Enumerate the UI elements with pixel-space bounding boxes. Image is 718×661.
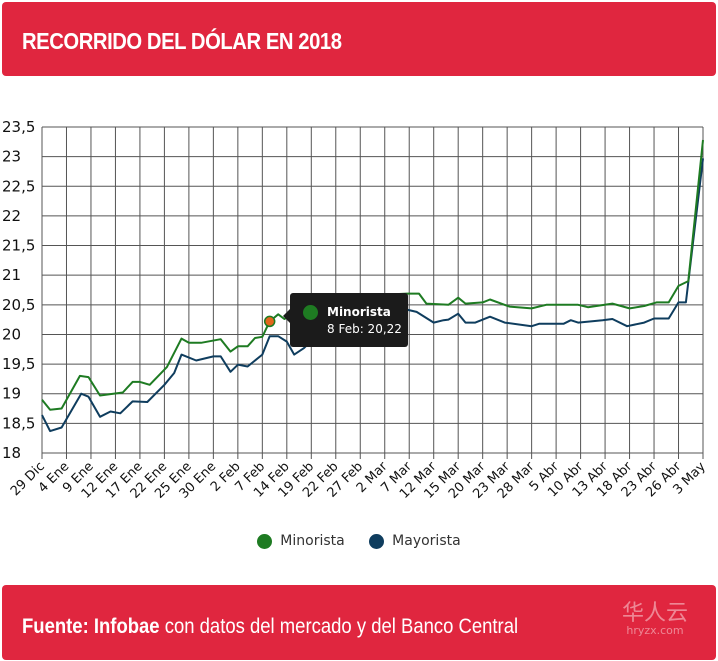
legend-dot-mayorista xyxy=(369,533,385,549)
source-label: Fuente: xyxy=(22,615,89,638)
source-name: Infobae xyxy=(93,615,160,638)
footer-banner: Fuente: Infobae con datos del mercado y … xyxy=(2,585,716,660)
y-tick-label: 21 xyxy=(2,266,21,284)
y-tick-label: 18,5 xyxy=(2,414,35,432)
chart-tooltip: Minorista 8 Feb: 20,22 xyxy=(283,293,408,347)
watermark: 华人云 hryzx.com xyxy=(622,603,688,637)
y-tick-label: 21,5 xyxy=(2,237,35,255)
y-tick-label: 23,5 xyxy=(2,118,35,136)
y-tick-label: 20 xyxy=(2,325,21,343)
chart-title: RECORRIDO DEL DÓLAR EN 2018 xyxy=(22,28,342,54)
source-description: con datos del mercado y del Banco Centra… xyxy=(159,615,519,638)
y-tick-label: 18 xyxy=(2,444,21,462)
tooltip-value: 8 Feb: 20,22 xyxy=(327,322,402,336)
y-tick-label: 22 xyxy=(2,207,21,225)
tooltip-series-dot xyxy=(303,305,318,320)
y-tick-label: 22,5 xyxy=(2,177,35,195)
tooltip-series-name: Minorista xyxy=(327,305,391,319)
source-note: Fuente: Infobae con datos del mercado y … xyxy=(22,615,518,639)
watermark-site: hryzx.com xyxy=(626,624,684,637)
watermark-chars: 华人云 xyxy=(621,601,688,626)
legend-item-mayorista[interactable]: Mayorista xyxy=(369,533,461,549)
legend-item-minorista[interactable]: Minorista xyxy=(257,533,345,549)
legend-label: Minorista xyxy=(280,533,345,549)
highlighted-point xyxy=(263,315,276,328)
legend-dot-minorista xyxy=(257,533,273,549)
y-tick-label: 23 xyxy=(2,148,21,166)
y-tick-label: 19,5 xyxy=(2,355,35,373)
legend-label: Mayorista xyxy=(392,533,461,549)
chart-legend: Minorista Mayorista xyxy=(0,533,718,553)
y-tick-label: 20,5 xyxy=(2,296,35,314)
header-banner: RECORRIDO DEL DÓLAR EN 2018 xyxy=(2,2,716,76)
y-tick-label: 19 xyxy=(2,385,21,403)
